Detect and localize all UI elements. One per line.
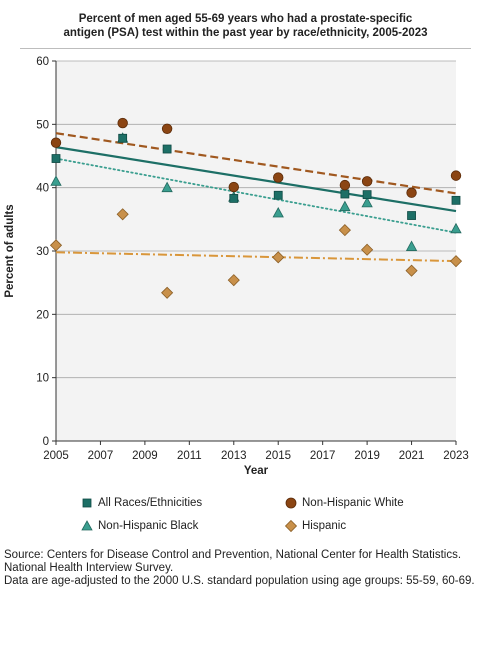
y-axis-label: Percent of adults	[4, 204, 16, 297]
point-circle-2019	[361, 176, 373, 187]
trend-line-2	[55, 157, 457, 234]
point-triangle-2018	[339, 200, 351, 212]
point-square-2005	[51, 154, 61, 163]
data-points	[49, 117, 463, 299]
point-circle-2023	[450, 170, 462, 181]
x-tick-label: 2023	[443, 450, 469, 462]
point-diamond-2023	[449, 255, 463, 268]
point-square-2015	[273, 190, 283, 200]
chart-svg: 0 10 20 30 40 50 60 2005 2007 2009 2011 2013 2015 201…	[4, 56, 469, 477]
point-square-2018	[340, 189, 350, 199]
legend-label-all-races: All Races/Ethnicities	[98, 497, 203, 509]
x-tick-label: 2013	[221, 450, 247, 462]
square-marker-icon	[82, 498, 92, 508]
x-tick-label: 2011	[177, 450, 202, 462]
y-tick-label: 50	[36, 119, 49, 131]
point-square-2010	[162, 144, 172, 154]
point-diamond-2008	[116, 208, 129, 221]
point-triangle-2015	[272, 206, 284, 218]
y-tick-label: 0	[43, 436, 49, 448]
title-divider	[20, 48, 471, 49]
point-circle-2015	[273, 172, 284, 183]
point-diamond-2015	[272, 251, 285, 264]
x-tick-label: 2017	[310, 450, 336, 462]
point-diamond-2010	[161, 286, 174, 299]
point-triangle-2005	[50, 175, 62, 186]
point-circle-2018	[339, 179, 351, 191]
x-tick-label: 2021	[399, 450, 425, 462]
circle-marker-icon	[285, 497, 297, 509]
chart-title-line-1: Percent of men aged 55-69 years who had …	[78, 13, 413, 25]
point-square-2019	[362, 190, 372, 200]
legend-item-all-races: All Races/Ethnicities	[80, 495, 202, 511]
point-diamond-2019	[361, 243, 374, 256]
x-tick-label: 2009	[132, 450, 158, 462]
trend-lines	[55, 132, 457, 263]
source-note: Source: Centers for Disease Control and …	[4, 549, 488, 588]
legend-label-nh-black: Non-Hispanic Black	[98, 520, 199, 532]
legend-item-nh-black: Non-Hispanic Black	[80, 518, 198, 534]
y-tick-label: 10	[36, 373, 49, 385]
point-circle-2010	[161, 123, 173, 134]
point-square-2023	[451, 195, 461, 205]
x-tick-label: 2019	[354, 450, 380, 462]
legend: All Races/Ethnicities Non-Hispanic White…	[80, 495, 480, 535]
legend-label-hispanic: Hispanic	[302, 520, 347, 532]
gridlines	[56, 60, 456, 379]
trend-line-0	[55, 146, 457, 213]
y-tick-label: 30	[36, 246, 49, 258]
y-tick-label: 60	[36, 56, 49, 68]
point-diamond-2018	[338, 224, 351, 237]
point-square-2013	[229, 194, 239, 203]
point-diamond-2013	[227, 274, 240, 287]
y-tick-label: 40	[36, 183, 49, 195]
point-diamond-2021	[405, 264, 418, 277]
point-triangle-2021	[405, 240, 418, 251]
point-square-2021	[407, 211, 416, 220]
trend-line-3	[55, 251, 457, 263]
triangle-marker-icon	[81, 520, 93, 531]
source-line-1: Source: Centers for Disease Control and …	[4, 549, 462, 574]
chart-title-line-2: antigen (PSA) test within the past year …	[63, 27, 428, 39]
trend-line-1	[55, 132, 457, 195]
x-tick-label: 2005	[43, 450, 69, 462]
point-square-2008	[118, 133, 128, 143]
legend-label-nh-white: Non-Hispanic White	[302, 497, 404, 509]
chart-title: Percent of men aged 55-69 years who had …	[0, 12, 491, 40]
legend-item-nh-white: Non-Hispanic White	[284, 495, 404, 511]
point-circle-2005	[50, 137, 62, 148]
diamond-marker-icon	[284, 519, 298, 533]
point-diamond-2005	[49, 239, 63, 252]
x-tick-label: 2015	[265, 450, 291, 462]
point-triangle-2010	[161, 181, 173, 193]
point-circle-2008	[117, 117, 128, 129]
point-triangle-2023	[450, 222, 462, 234]
point-triangle-2019	[361, 196, 373, 208]
source-line-2: Data are age-adjusted to the 2000 U.S. s…	[4, 575, 475, 587]
y-tick-label: 20	[36, 309, 49, 321]
point-circle-2021	[406, 187, 417, 198]
x-axis-label: Year	[244, 465, 269, 477]
legend-item-hispanic: Hispanic	[284, 518, 346, 534]
point-circle-2013	[228, 181, 239, 193]
x-tick-label: 2007	[88, 450, 114, 462]
